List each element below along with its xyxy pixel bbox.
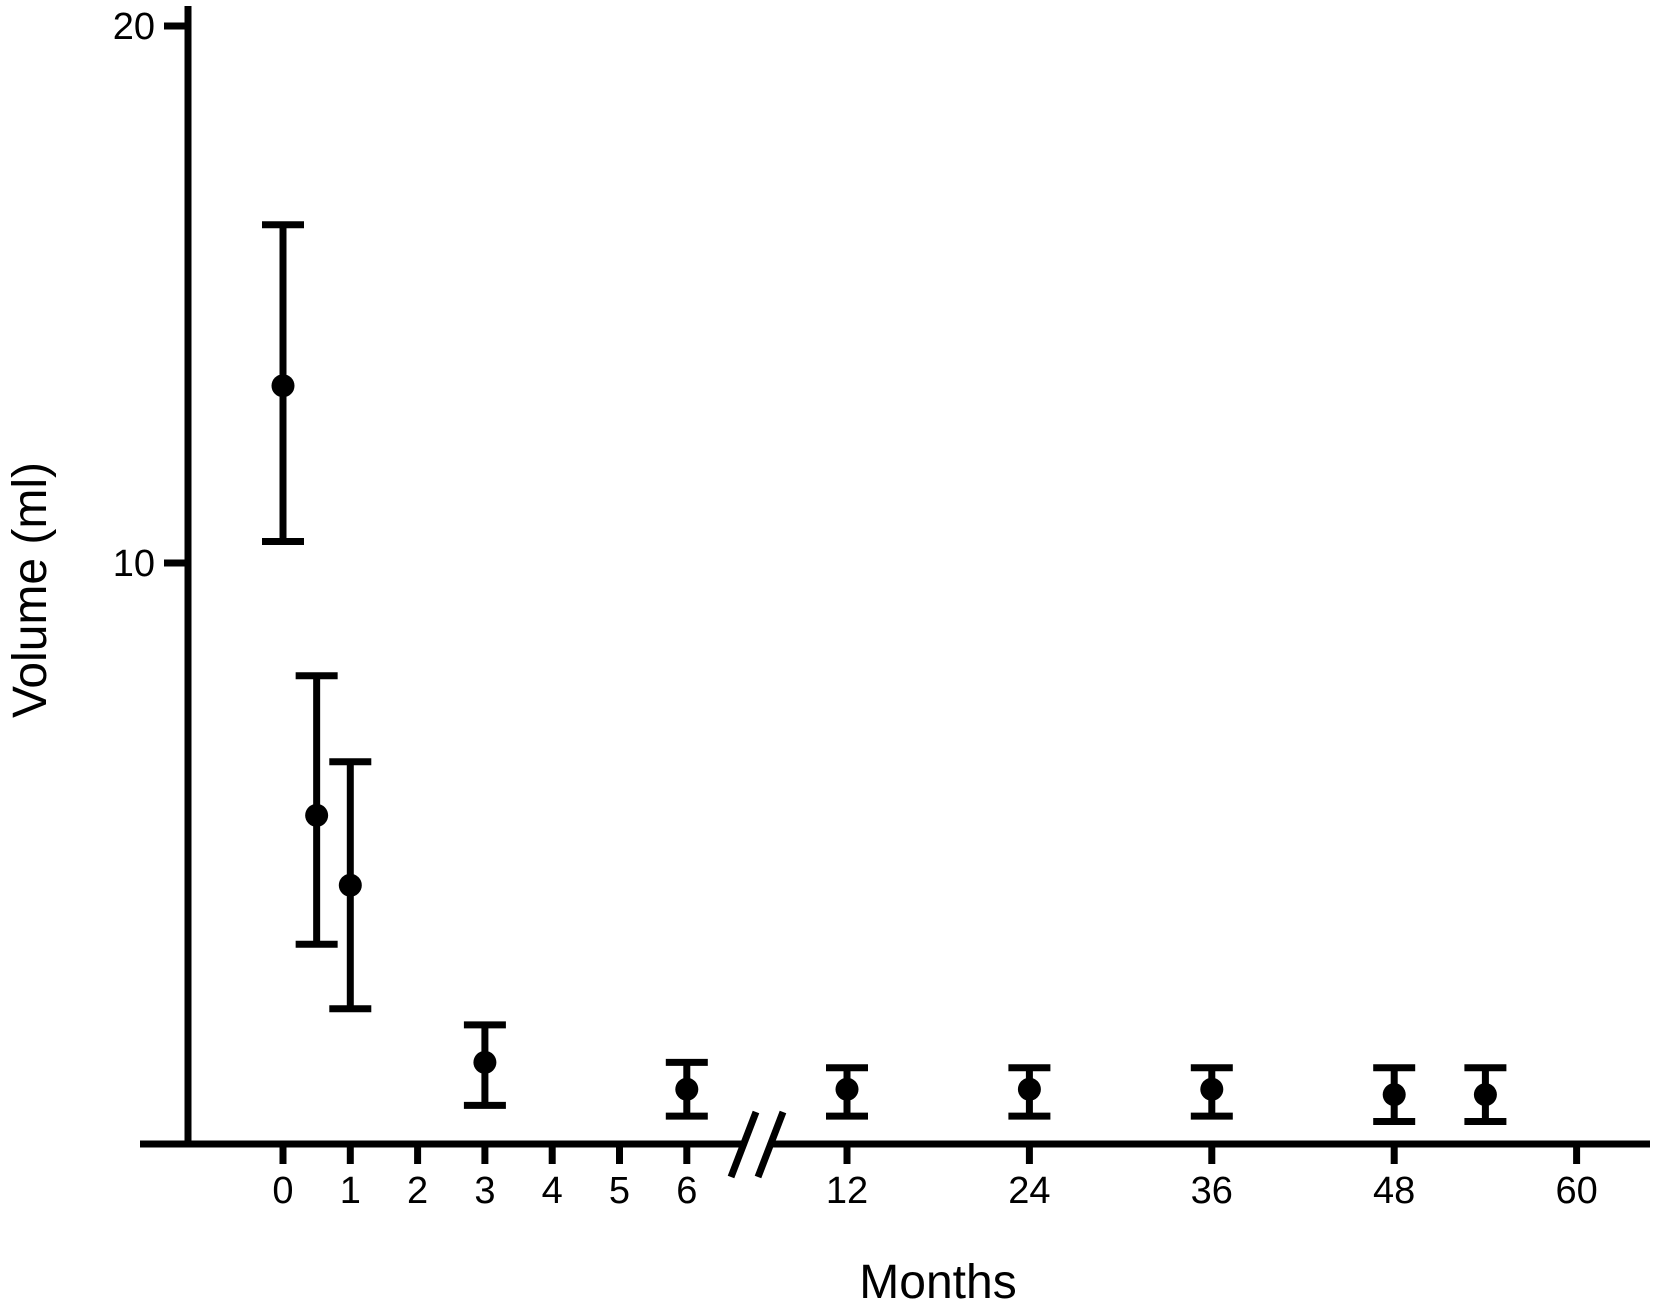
data-point-marker-m12 [835, 1077, 859, 1101]
x-axis-title: Months [859, 1256, 1016, 1306]
x-tick-label-0: 0 [272, 1170, 293, 1212]
data-point-marker-m1 [338, 873, 362, 897]
y-tick-label-10: 10 [113, 543, 155, 585]
data-point-marker-m0 [271, 374, 295, 398]
data-point-marker-m24 [1017, 1077, 1041, 1101]
data-point-marker-m0.5 [305, 803, 329, 827]
y-tick-label-20: 20 [113, 6, 155, 48]
x-tick-label-12: 12 [826, 1170, 868, 1212]
x-tick-label-5: 5 [609, 1170, 630, 1212]
x-tick-label-48: 48 [1373, 1170, 1415, 1212]
axis-break-slash [727, 1110, 760, 1179]
x-tick-label-3: 3 [474, 1170, 495, 1212]
x-tick-label-2: 2 [407, 1170, 428, 1212]
x-axis-break [727, 1110, 787, 1179]
data-series [262, 221, 1507, 1125]
x-tick-label-24: 24 [1008, 1170, 1050, 1212]
data-point-marker-m6 [675, 1077, 699, 1101]
data-point-marker-m3 [473, 1050, 497, 1074]
axis-break-slash [754, 1110, 787, 1179]
x-tick-label-6: 6 [676, 1170, 697, 1212]
data-point-marker-m36 [1200, 1077, 1224, 1101]
y-axis-title: Volume (ml) [4, 462, 57, 718]
x-tick-label-4: 4 [542, 1170, 563, 1212]
data-point-marker-m54 [1473, 1083, 1497, 1107]
x-tick-label-1: 1 [340, 1170, 361, 1212]
data-point-marker-m48 [1382, 1083, 1406, 1107]
x-tick-label-36: 36 [1191, 1170, 1233, 1212]
x-tick-label-60: 60 [1555, 1170, 1597, 1212]
